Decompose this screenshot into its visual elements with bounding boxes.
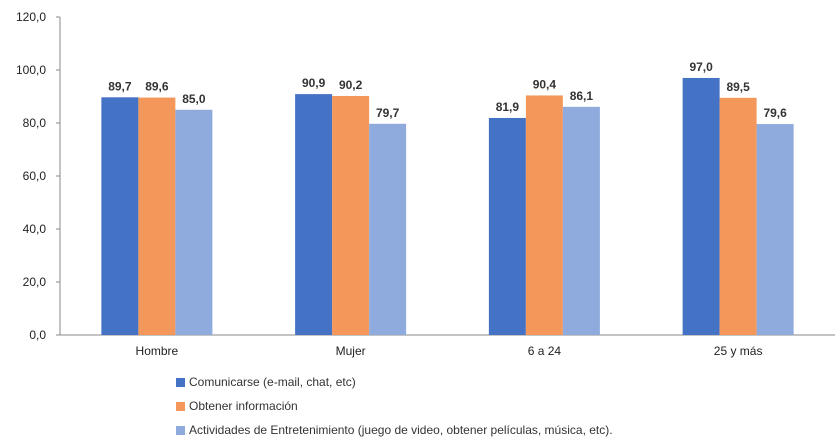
legend-item-informacion: Obtener información xyxy=(176,394,613,418)
bar xyxy=(369,123,407,335)
data-label: 90,9 xyxy=(302,76,326,90)
y-tick-label: 120,0 xyxy=(16,10,46,24)
bar xyxy=(719,97,757,335)
legend: Comunicarse (e-mail, chat, etc) Obtener … xyxy=(176,370,613,442)
data-label: 89,5 xyxy=(726,80,750,94)
data-label: 86,1 xyxy=(570,89,594,103)
x-tick-label: Mujer xyxy=(336,344,366,358)
bar xyxy=(138,97,176,335)
bar xyxy=(756,124,794,335)
y-tick-label: 20,0 xyxy=(23,275,47,289)
data-label: 81,9 xyxy=(496,100,520,114)
y-tick-label: 100,0 xyxy=(16,63,46,77)
x-tick-label: Hombre xyxy=(136,344,179,358)
legend-swatch-entretenimiento xyxy=(176,425,185,435)
legend-swatch-informacion xyxy=(176,401,185,411)
x-tick-label: 6 a 24 xyxy=(528,344,562,358)
bar xyxy=(682,77,720,335)
bar xyxy=(488,117,526,335)
data-label: 85,0 xyxy=(182,92,206,106)
bar xyxy=(562,106,600,336)
legend-item-comunicarse: Comunicarse (e-mail, chat, etc) xyxy=(176,370,613,394)
bar xyxy=(295,94,333,336)
bar xyxy=(101,97,139,335)
legend-swatch-comunicarse xyxy=(176,377,185,387)
y-tick-label: 40,0 xyxy=(23,222,47,236)
data-label: 97,0 xyxy=(689,60,713,74)
legend-label-entretenimiento: Actividades de Entretenimiento (juego de… xyxy=(189,423,613,437)
data-label: 90,2 xyxy=(339,78,363,92)
y-tick-label: 60,0 xyxy=(23,169,47,183)
data-label: 90,4 xyxy=(533,77,557,91)
bar xyxy=(175,109,213,335)
y-tick-label: 80,0 xyxy=(23,116,47,130)
y-tick-label: 0,0 xyxy=(29,328,46,342)
x-tick-label: 25 y más xyxy=(714,344,763,358)
legend-item-entretenimiento: Actividades de Entretenimiento (juego de… xyxy=(176,418,613,442)
data-label: 89,7 xyxy=(108,79,132,93)
bar xyxy=(332,95,370,335)
bar xyxy=(525,95,563,335)
data-label: 89,6 xyxy=(145,80,169,94)
legend-label-informacion: Obtener información xyxy=(189,399,298,413)
legend-label-comunicarse: Comunicarse (e-mail, chat, etc) xyxy=(189,375,356,389)
data-label: 79,6 xyxy=(763,106,787,120)
data-label: 79,7 xyxy=(376,106,400,120)
